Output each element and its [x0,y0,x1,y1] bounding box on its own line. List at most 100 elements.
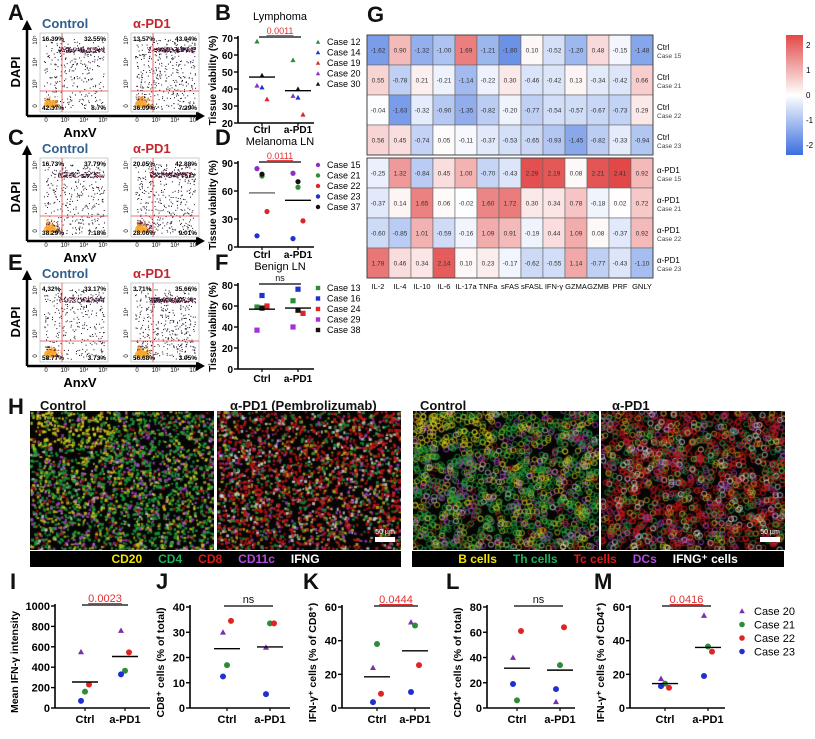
event-dot [63,350,65,351]
event-dot [139,189,141,190]
event-dot [57,228,59,230]
event-dot [100,348,102,350]
event-dot [73,70,75,72]
event-dot [48,346,49,348]
event-dot [194,191,196,193]
event-dot [44,295,46,297]
event-dot [88,50,90,52]
event-dot [158,106,160,108]
event-dot [62,300,64,302]
event-dot [173,320,175,322]
event-dot [75,301,77,303]
event-dot [160,180,162,182]
event-dot [161,62,163,64]
event-dot [63,330,65,332]
event-dot [167,92,169,94]
event-dot [60,64,62,66]
event-dot [139,348,141,350]
event-dot [157,344,159,346]
event-dot [53,53,55,55]
event-dot [63,49,65,50]
event-dot [101,47,102,49]
event-dot [154,173,156,175]
event-dot [160,306,162,308]
event-dot [194,42,196,44]
event-dot [55,196,57,198]
event-dot [173,51,175,53]
event-dot [153,302,155,304]
event-dot [157,322,159,324]
event-dot [177,50,179,52]
event-dot [81,353,83,355]
event-dot [177,300,179,302]
event-dot [171,226,173,228]
event-dot [136,56,137,58]
event-dot [85,172,86,174]
event-dot [66,51,68,53]
event-dot [78,48,80,50]
event-dot [192,62,194,63]
event-dot [150,103,152,105]
event-dot [96,172,98,174]
event-dot [142,221,144,223]
event-dot [178,297,180,299]
event-dot [140,216,142,217]
event-dot [162,172,164,174]
event-dot [194,48,195,50]
event-dot [85,307,87,308]
event-dot [190,323,192,325]
event-dot [164,68,166,70]
x-tick-label: 10⁴ [170,117,180,124]
event-dot [169,199,171,201]
event-dot [142,348,144,349]
event-dot [174,175,176,177]
event-dot [48,221,50,223]
event-dot [70,358,72,360]
event-dot [191,297,192,299]
event-dot [175,49,177,51]
event-dot [73,82,75,84]
event-dot [55,81,57,83]
event-dot [53,224,55,226]
event-dot [157,298,159,300]
event-dot [186,226,188,228]
event-dot [191,77,193,79]
event-dot [49,313,51,315]
event-dot [192,301,194,303]
event-dot [172,197,174,198]
event-dot [145,100,147,102]
event-dot [145,225,147,227]
event-dot [180,202,182,204]
event-dot [184,91,185,93]
event-dot [92,199,94,201]
event-dot [136,85,138,87]
x-tick-label: Ctrl [253,250,270,261]
event-dot [82,316,84,317]
event-dot [78,179,80,181]
event-dot [82,174,84,176]
event-dot [175,300,177,302]
event-dot [163,50,165,52]
event-dot [137,342,139,343]
event-dot [84,339,86,341]
event-dot [153,185,155,187]
event-dot [79,48,81,50]
event-dot [66,308,68,309]
event-dot [99,51,101,52]
event-dot [161,309,163,311]
event-dot [50,63,52,65]
event-dot [174,43,176,45]
event-dot [142,223,144,225]
event-dot [45,316,47,318]
event-dot [49,107,51,109]
event-dot [49,98,51,100]
event-dot [57,227,59,229]
event-dot [46,330,48,332]
event-dot [147,348,149,350]
event-dot [57,292,59,294]
event-dot [155,50,157,52]
event-dot [96,91,98,93]
event-dot [54,107,55,109]
event-dot [188,299,190,300]
event-dot [187,62,189,64]
